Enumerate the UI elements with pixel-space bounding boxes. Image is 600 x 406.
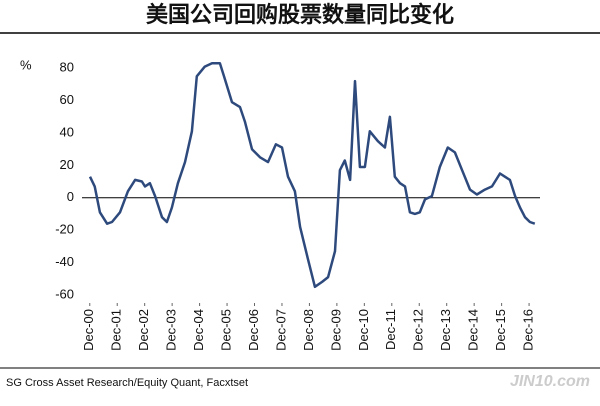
chart-title: 美国公司回购股票数量同比变化 — [146, 2, 454, 27]
y-tick-label: 40 — [60, 124, 74, 139]
x-tick-label: Dec-16 — [521, 309, 536, 351]
x-tick-label: Dec-02 — [136, 309, 151, 351]
x-tick-label: Dec-15 — [493, 309, 508, 351]
y-tick-label: -20 — [55, 222, 74, 237]
y-tick-label: -60 — [55, 286, 74, 301]
y-tick-label: 80 — [60, 60, 74, 75]
y-axis-label: % — [20, 57, 32, 72]
x-tick-label: Dec-00 — [81, 309, 96, 351]
x-tick-label: Dec-12 — [411, 309, 426, 351]
watermark: JIN10.com — [510, 373, 590, 390]
x-tick-label: Dec-13 — [438, 309, 453, 351]
x-tick-label: Dec-05 — [218, 309, 233, 351]
x-tick-label: Dec-01 — [109, 309, 124, 351]
x-tick-label: Dec-10 — [356, 309, 371, 351]
x-tick-label: Dec-07 — [273, 309, 288, 351]
x-tick-label: Dec-04 — [191, 309, 206, 351]
source: SG Cross Asset Research/Equity Quant, Fa… — [6, 377, 248, 389]
x-tick-label: Dec-11 — [383, 309, 398, 350]
x-tick-label: Dec-09 — [328, 309, 343, 351]
y-tick-label: 0 — [67, 189, 74, 204]
y-tick-label: 20 — [60, 157, 74, 172]
x-tick-label: Dec-03 — [164, 309, 179, 351]
x-tick-label: Dec-08 — [301, 309, 316, 351]
y-tick-label: -40 — [55, 254, 74, 269]
line-series — [88, 62, 536, 289]
x-tick-label: Dec-06 — [246, 309, 261, 351]
y-tick-label: 60 — [60, 92, 74, 107]
x-tick-label: Dec-14 — [466, 309, 481, 351]
